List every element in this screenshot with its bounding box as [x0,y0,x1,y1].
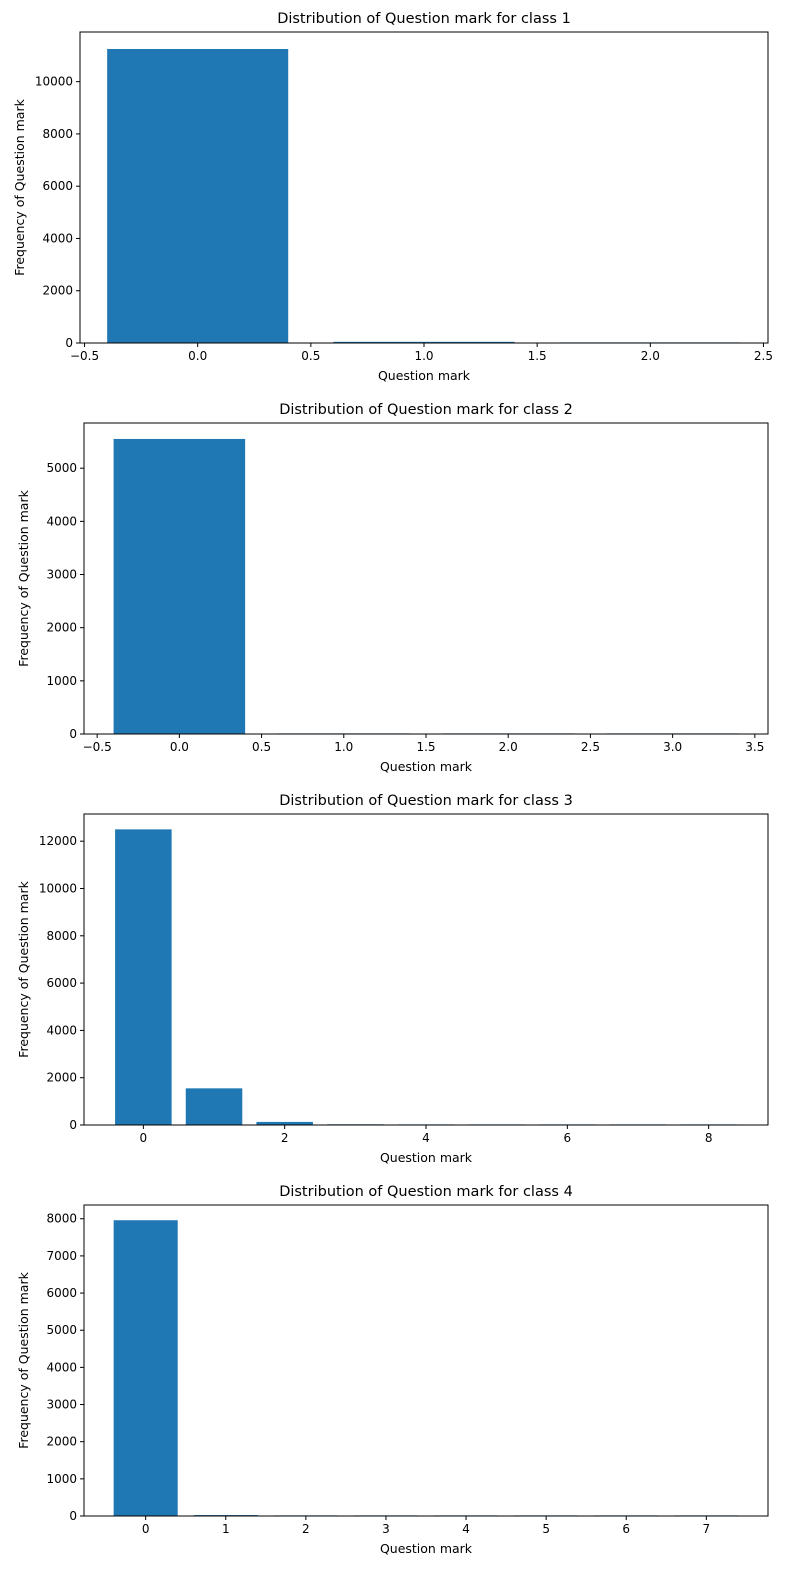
y-tick-label: 1000 [46,1472,77,1486]
x-tick-label: 4 [422,1131,430,1145]
y-axis-label: Frequency of Question mark [16,1271,31,1448]
x-tick-label: 4 [462,1522,470,1536]
x-tick-label: 1.5 [416,740,435,754]
x-tick-label: 7 [703,1522,711,1536]
bar-0 [113,1220,178,1516]
x-tick-label: 1.5 [528,349,547,363]
x-tick-label: 6 [564,1131,572,1145]
x-tick-label: −0.5 [70,349,99,363]
x-tick-label: 8 [705,1131,713,1145]
axes-frame [83,1204,769,1517]
axes-frame [83,813,769,1126]
y-tick-label: 7000 [46,1249,77,1263]
x-tick-label: 6 [622,1522,630,1536]
y-tick-label: 5000 [46,1323,77,1337]
bar-1 [185,1088,243,1125]
subplot-1: −0.5 0.0 0.5 1.0 1.5 2.0 2.5 0 2000 4000 6000 8000 1… [12,11,773,383]
y-tick-label: 6000 [42,179,73,193]
x-tick-label: 3.0 [663,740,682,754]
x-axis-label: Question mark [380,759,473,774]
y-tick-label: 4000 [42,231,73,245]
x-tick-label: 0.5 [301,349,320,363]
bar-2 [256,1121,313,1125]
x-tick-label: 2.0 [499,740,518,754]
x-tick-label: 3.5 [745,740,764,754]
y-tick-label: 8000 [46,1212,77,1226]
x-tick-label: 1.0 [334,740,353,754]
x-tick-label: 0 [142,1522,150,1536]
y-tick-label: 6000 [46,1286,77,1300]
x-tick-label: 2.5 [581,740,600,754]
x-tick-label: 3 [382,1522,390,1536]
y-tick-label: 6000 [46,976,77,990]
y-tick-label: 2000 [46,621,77,635]
x-tick-label: 1 [222,1522,230,1536]
bar-0 [107,48,289,343]
y-tick-label: 0 [69,727,77,741]
x-tick-label: 1.0 [414,349,433,363]
x-tick-label: 2.0 [641,349,660,363]
x-tick-label: 0.0 [170,740,189,754]
y-tick-label: 4000 [46,1360,77,1374]
y-tick-label: 0 [69,1118,77,1132]
y-tick-label: 0 [65,336,73,350]
y-tick-label: 0 [69,1509,77,1523]
chart-title: Distribution of Question mark for class … [277,11,571,27]
x-axis-label: Question mark [378,368,471,383]
y-axis-label: Frequency of Question mark [16,489,31,666]
y-tick-label: 5000 [46,461,77,475]
y-tick-label: 3000 [46,568,77,582]
x-tick-label: 0.5 [252,740,271,754]
x-axis-label: Question mark [380,1541,473,1556]
chart-title: Distribution of Question mark for class … [279,1184,573,1200]
x-tick-label: 2.5 [754,349,773,363]
y-tick-label: 2000 [46,1435,77,1449]
x-tick-label: 2 [281,1131,289,1145]
y-tick-label: 2000 [46,1071,77,1085]
y-tick-label: 2000 [42,284,73,298]
y-tick-label: 10000 [35,75,73,89]
y-tick-label: 4000 [46,1023,77,1037]
bar-1 [333,341,515,343]
subplot-3: 0 2 4 6 8 0 2000 4000 6000 8000 10000 12000 Distribu… [16,793,769,1165]
x-tick-label: 0 [140,1131,148,1145]
x-tick-label: −0.5 [83,740,112,754]
bar-0 [115,829,172,1125]
x-tick-label: 0.0 [188,349,207,363]
y-tick-label: 8000 [46,929,77,943]
y-tick-label: 12000 [39,834,77,848]
subplot-4: 0 1 2 3 4 5 6 7 0 1000 2000 3000 4000 5000 6000 7000 800… [16,1184,769,1556]
y-tick-label: 8000 [42,127,73,141]
subplot-2: −0.5 0.0 0.5 1.0 1.5 2.0 2.5 3.0 3.5 0 1000 2000 300… [16,402,769,774]
y-tick-label: 4000 [46,514,77,528]
x-axis-label: Question mark [380,1150,473,1165]
y-axis-label: Frequency of Question mark [12,98,27,275]
x-tick-label: 5 [542,1522,550,1536]
y-tick-label: 1000 [46,674,77,688]
y-axis-label: Frequency of Question mark [16,880,31,1057]
chart-title: Distribution of Question mark for class … [279,793,573,809]
bar-0 [113,438,246,734]
x-tick-label: 2 [302,1522,310,1536]
y-tick-label: 3000 [46,1398,77,1412]
y-tick-label: 10000 [39,881,77,895]
chart-title: Distribution of Question mark for class … [279,402,573,418]
